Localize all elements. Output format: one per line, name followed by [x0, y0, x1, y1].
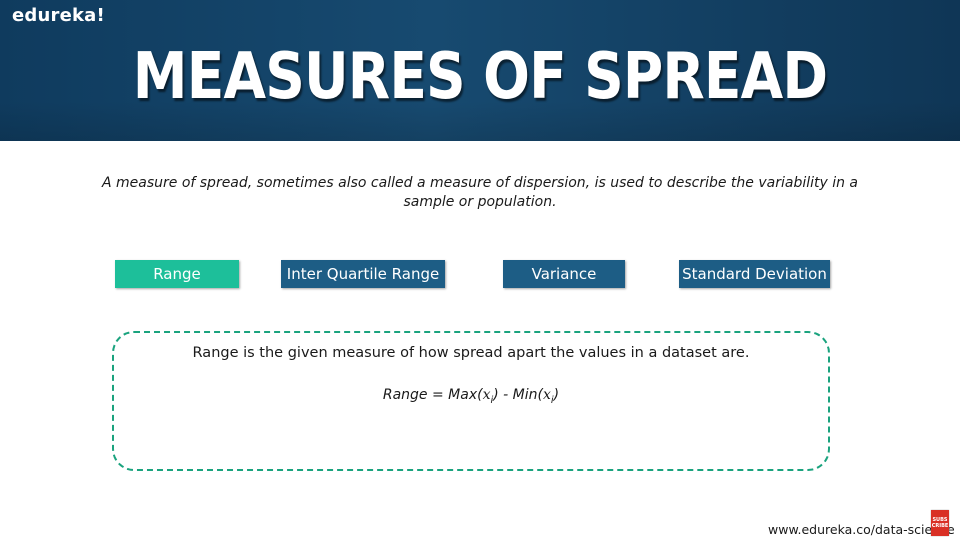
range-description: Range is the given measure of how spread… — [192, 345, 750, 361]
tab-standard-deviation-label: Standard Deviation — [682, 265, 827, 283]
title-banner: edureka! MEASURES OF SPREAD — [0, 0, 960, 141]
subscribe-label: SUBSCRIBE — [931, 517, 949, 529]
slide-title: MEASURES OF SPREAD — [132, 40, 828, 114]
formula-end: ) — [553, 387, 560, 403]
formula-var-2: x — [542, 387, 551, 403]
footer-url[interactable]: www.edureka.co/data-science — [768, 522, 955, 537]
tab-variance[interactable]: Variance — [503, 260, 625, 288]
range-definition-panel: Range is the given measure of how spread… — [112, 331, 830, 471]
tab-standard-deviation[interactable]: Standard Deviation — [679, 260, 830, 288]
formula-sub-1: i — [490, 394, 494, 406]
range-formula: Range = Max(xi) - Min(xi) — [114, 387, 828, 406]
tab-range-label: Range — [153, 265, 201, 283]
brand-logo: edureka! — [12, 5, 105, 26]
formula-sub-2: i — [550, 394, 554, 406]
tab-inter-quartile-range[interactable]: Inter Quartile Range — [281, 260, 445, 288]
tab-variance-label: Variance — [531, 265, 597, 283]
tab-inter-quartile-range-label: Inter Quartile Range — [286, 265, 440, 283]
tab-range[interactable]: Range — [115, 260, 239, 288]
formula-lhs: Range = Max( — [382, 387, 483, 403]
formula-mid: ) - Min( — [493, 387, 543, 403]
formula-var-1: x — [482, 387, 491, 403]
intro-text: A measure of spread, sometimes also call… — [101, 175, 859, 210]
subscribe-badge-icon[interactable]: SUBSCRIBE — [931, 510, 949, 536]
